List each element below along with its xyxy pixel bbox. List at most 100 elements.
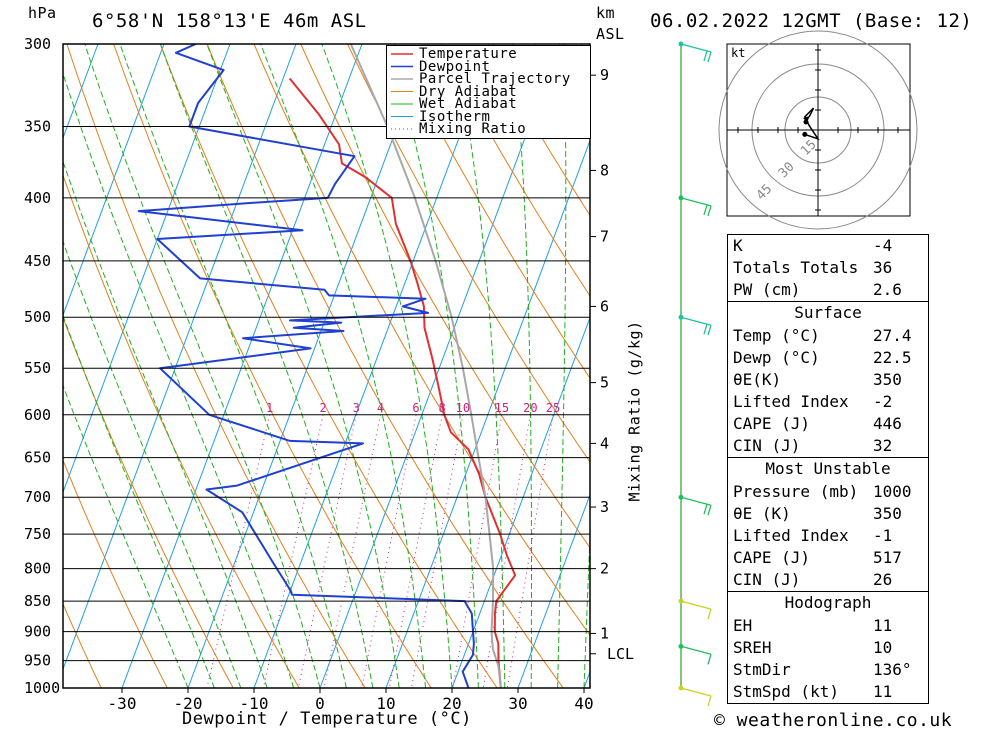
height-tick-label: 5 [600, 374, 609, 392]
wind-barb-flag [703, 324, 708, 335]
wind-barb-flag [707, 505, 712, 516]
surface-theta-label: θE(K) [733, 370, 782, 389]
series-dewpoint [137, 44, 475, 688]
isotherm-line [451, 316, 590, 688]
isotherm-line [187, 44, 429, 688]
mu-li-label: Lifted Index [733, 526, 849, 545]
height-tick-label: 3 [600, 498, 609, 516]
isotherm-line [121, 44, 363, 688]
dry-adiabat-line [63, 173, 300, 688]
series-temperature [288, 77, 517, 688]
hodo-stmdir-value: 136° [873, 660, 912, 679]
dry-adiabat-line [63, 602, 102, 688]
isotherm-line [253, 44, 495, 688]
dry-adiabat-line [393, 44, 590, 380]
surface-cape-label: CAPE (J) [733, 414, 811, 433]
x-tick-label: 20 [442, 694, 461, 713]
wind-barb-shaft [680, 645, 712, 655]
mu-li-value: -1 [873, 526, 893, 545]
surface-cin-label: CIN (J) [733, 436, 801, 455]
x-tick-label: -30 [108, 694, 137, 713]
index-tt: Totals Totals 36 [728, 257, 928, 279]
mu-cape-value: 517 [873, 548, 902, 567]
height-tick-label: 1 [600, 624, 609, 642]
km-unit-label: km [596, 4, 616, 22]
pressure-tick-label: 850 [24, 592, 51, 610]
index-k-value: -4 [873, 236, 893, 255]
pressure-tick-label: 700 [24, 488, 51, 506]
pressure-tick-label: 450 [24, 252, 51, 270]
wet-adiabat-line [583, 523, 590, 688]
datetime-title: 06.02.2022 12GMT (Base: 12) [650, 10, 973, 32]
mu-theta-label: θE (K) [733, 504, 791, 523]
pressure-tick-label: 400 [24, 189, 51, 207]
wet-adiabat-line [84, 44, 321, 688]
x-tick-label: -20 [174, 694, 203, 713]
copyright-footer[interactable]: © weatheronline.co.uk [714, 710, 953, 731]
wet-adiabat-line [63, 160, 268, 688]
mixing-ratio-label: 10 [456, 401, 470, 415]
wind-barb-flag [707, 205, 712, 217]
wet-adiabat-line [512, 44, 532, 688]
index-pw-value: 2.6 [873, 280, 902, 299]
height-tick-label: 6 [600, 297, 609, 315]
mixing-ratio-axis-title: Mixing Ratio (g/kg) [625, 320, 644, 502]
index-k-label: K [733, 236, 743, 255]
mixing-ratio-label: 6 [412, 401, 419, 415]
dry-adiabat-line [253, 44, 590, 636]
dry-adiabat-line [956, 44, 1000, 688]
legend-isotherm-label: Isotherm [419, 108, 491, 125]
legend-wet-adiabat-label: Wet Adiabat [419, 96, 518, 112]
mu-pressure-label: Pressure (mb) [733, 482, 859, 501]
hodograph-trace [803, 107, 820, 141]
hodograph-start-dot [802, 131, 808, 137]
pressure-tick-label: 650 [24, 449, 51, 467]
pressure-tick-label: 750 [24, 525, 51, 543]
mu-cape-label: CAPE (J) [733, 548, 811, 567]
wet-adiabat-line [260, 44, 427, 688]
surface-theta-value: 350 [873, 370, 902, 389]
pressure-tick-label: 900 [24, 623, 51, 641]
most-unstable-section-title: Most Unstable [765, 459, 891, 478]
wind-barb-flag [707, 695, 712, 707]
wind-barb-flag [707, 608, 712, 620]
mixing-ratio-line [206, 414, 271, 688]
surface-cin-value: 32 [873, 436, 893, 455]
x-tick-label: 0 [315, 694, 325, 713]
isotherm-line [385, 139, 590, 688]
wet-adiabat-line [321, 44, 453, 688]
surface-li-label: Lifted Index [733, 392, 849, 411]
isotherm-line [63, 44, 165, 317]
series-parcel-trajectory [349, 44, 502, 688]
x-axis-title: Dewpoint / Temperature (°C) [182, 709, 472, 729]
legend-dry-adiabat-label: Dry Adiabat [419, 83, 518, 100]
pressure-tick-label: 550 [24, 359, 51, 377]
mixing-ratio-label: 20 [523, 401, 537, 415]
pressure-tick-label: 300 [24, 35, 51, 53]
hodo-stmdir-label: StmDir [733, 660, 791, 679]
height-tick-label: LCL [607, 645, 634, 663]
hodograph-unit-label: kt [731, 46, 745, 60]
x-tick-label: 10 [376, 694, 395, 713]
pressure-tick-label: 950 [24, 652, 51, 670]
indices-table: K -4 Totals Totals 36 PW (cm) 2.6 Surface T… [727, 234, 929, 704]
mixing-ratio-label: 1 [266, 401, 273, 415]
hodo-sreh-label: SREH [733, 638, 772, 657]
mixing-ratio-line [482, 414, 531, 688]
pressure-tick-label: 500 [24, 308, 51, 326]
wind-barb-shaft [680, 496, 712, 506]
hodo-eh-value: 11 [873, 616, 893, 635]
surface-temp-label: Temp (°C) [733, 326, 820, 345]
hodo-stmspd-label: StmSpd (kt) [733, 682, 839, 701]
legend-dewpoint-label: Dewpoint [419, 58, 491, 75]
dry-adiabat-line [66, 44, 366, 688]
mixing-ratio-line [506, 414, 554, 688]
wind-barb-flag [707, 325, 712, 336]
wet-adiabat-line [453, 44, 506, 688]
mu-cin-value: 26 [873, 570, 893, 589]
index-tt-label: Totals Totals [733, 258, 859, 277]
surface-dewp-label: Dewp (°C) [733, 348, 820, 367]
dry-adiabat-line [63, 459, 168, 688]
height-tick-label: 2 [600, 560, 609, 578]
